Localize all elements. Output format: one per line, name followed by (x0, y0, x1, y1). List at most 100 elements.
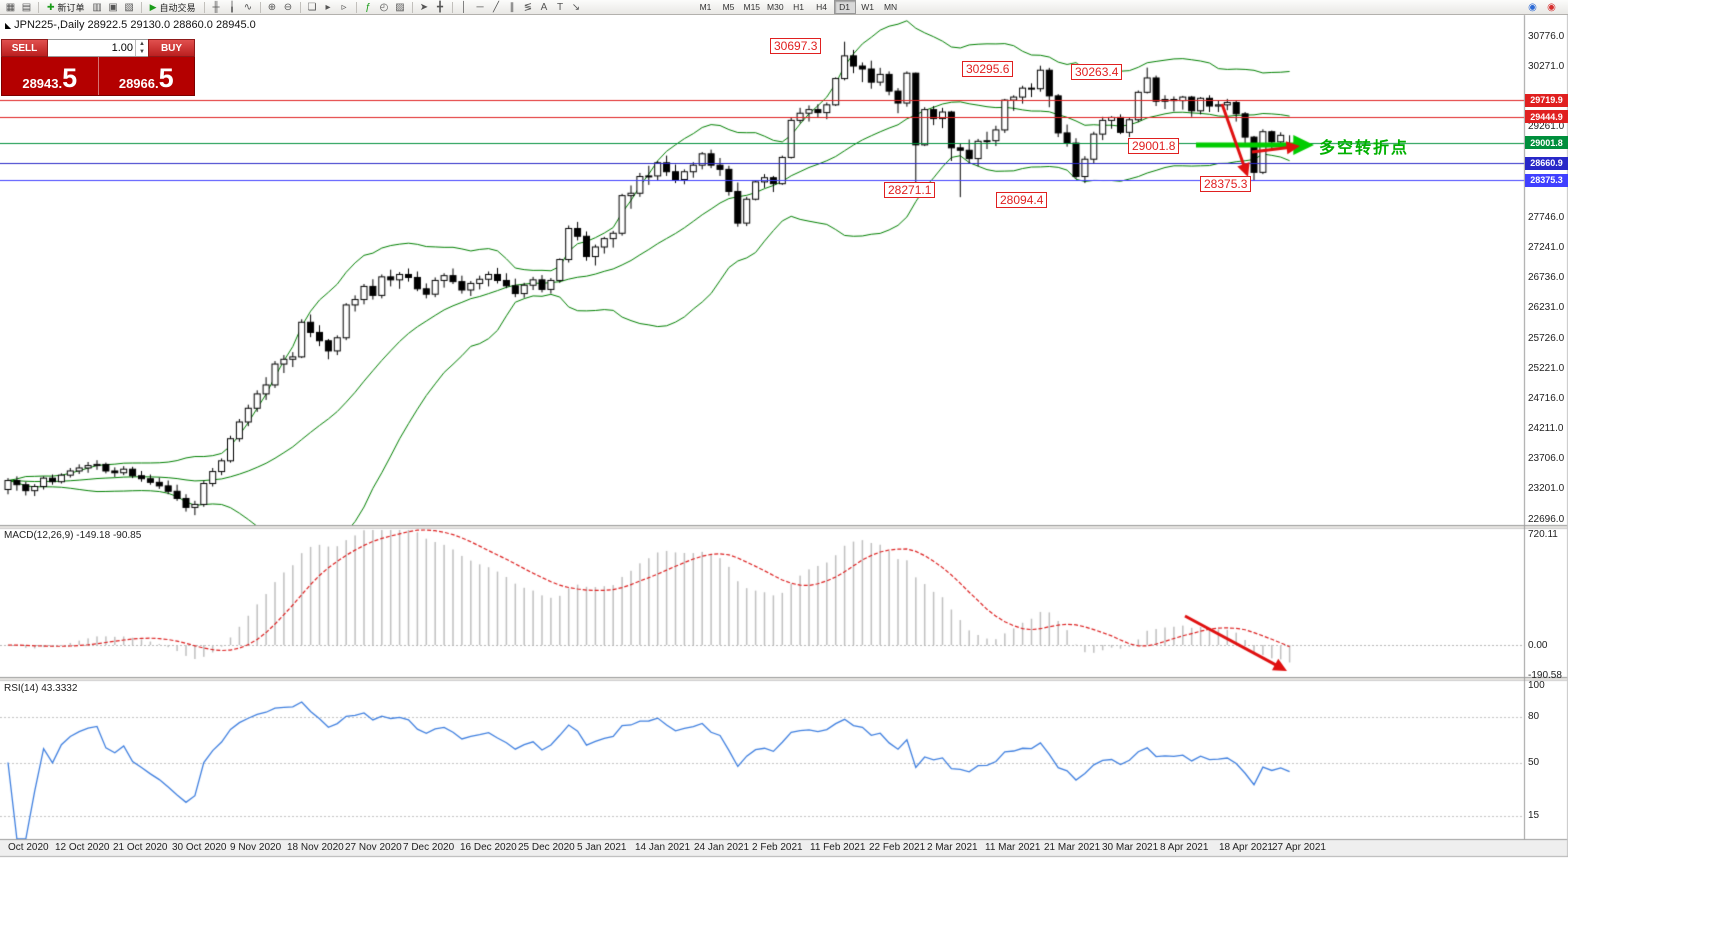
toolbar-separator (259, 1, 261, 13)
candlestick-chart-icon[interactable]: ╽ (225, 1, 240, 14)
templates-icon[interactable]: ▨ (393, 1, 408, 14)
sell-button[interactable]: SELL (1, 39, 48, 57)
line-chart-icon[interactable]: ∿ (241, 1, 256, 14)
cursor-icon[interactable]: ➤ (417, 1, 432, 14)
price-scale-label: 24716.0 (1528, 392, 1565, 404)
price-annotation[interactable]: 30295.6 (962, 61, 1014, 77)
periods-icon[interactable]: ◴ (377, 1, 392, 14)
price-scale-label: 26736.0 (1528, 272, 1565, 284)
vertical-line-icon: │ (460, 1, 468, 13)
price-line-tag: 28660.9 (1525, 156, 1568, 170)
toolbar-separator (38, 1, 39, 13)
text-label-icon[interactable]: T (553, 1, 568, 14)
volume-input[interactable] (48, 40, 135, 56)
timeframe-button-m1[interactable]: M1 (699, 2, 712, 12)
price-scale-label: 24211.0 (1528, 423, 1564, 435)
date-axis-label: 22 Feb 2021 (869, 842, 926, 853)
price-chart-canvas[interactable] (0, 0, 1568, 938)
date-axis-label: 27 Nov 2020 (345, 842, 402, 853)
toolbar-separator (451, 1, 453, 13)
zoom-in-icon[interactable]: ⊕ (265, 1, 280, 14)
tile-windows-icon[interactable]: ❏ (305, 1, 320, 14)
indicators-icon: ƒ (365, 1, 371, 13)
new-order-button[interactable]: ✚ 新订单 (43, 1, 89, 14)
horizontal-line-icon[interactable]: ─ (473, 1, 488, 14)
date-axis-label: 5 Jan 2021 (577, 842, 627, 853)
price-scale-label: 29261.0 (1528, 121, 1565, 133)
crosshair-icon[interactable]: ╋ (433, 1, 448, 14)
symbol-header: ◣ JPN225-,Daily 28922.5 29130.0 28860.0 2… (5, 19, 256, 31)
toolbar-right-group: ◉ ◉ (1525, 1, 1565, 14)
toolbar: ▦ ▤ ✚ 新订单 ▥ ▣ ▧ ▶ 自动交易 ╫ ╽ ∿ ⊕ ⊖ ❏ ▸ ▹ ƒ ◴ ▨ ➤ ╋ │ ─ ╱ ∥ ≶ A T ↘ M1 M5 M… (0, 0, 1568, 15)
fibonacci-icon[interactable]: ≶ (521, 1, 536, 14)
arrows-icon[interactable]: ↘ (569, 1, 584, 14)
sell-price-panel[interactable]: 28943. 5 (2, 57, 98, 95)
date-axis-label: 2 Feb 2021 (752, 842, 803, 853)
date-axis-label: 24 Jan 2021 (694, 842, 750, 853)
price-annotation[interactable]: 30263.4 (1071, 64, 1123, 80)
line-chart-icon: ∿ (243, 1, 253, 13)
date-axis-label: 16 Dec 2020 (460, 842, 517, 853)
community-icon[interactable]: ◉ (1525, 1, 1540, 14)
new-chart-icon[interactable]: ▦ (3, 1, 18, 14)
price-annotation[interactable]: 28094.4 (996, 192, 1048, 208)
zoom-out-icon[interactable]: ⊖ (281, 1, 296, 14)
toolbar-separator (355, 1, 357, 13)
price-line-tag: 29001.8 (1525, 136, 1568, 150)
tile-windows-icon: ❏ (307, 1, 317, 13)
timeframe-button-d1[interactable]: D1 (833, 0, 856, 14)
volume-up-icon[interactable]: ▲ (139, 41, 145, 47)
market-watch-icon[interactable]: ▥ (90, 1, 105, 14)
buy-price-panel[interactable]: 28966. 5 (97, 57, 195, 95)
rsi-scale-label: 100 (1528, 680, 1545, 691)
bar-chart-icon[interactable]: ╫ (209, 1, 224, 14)
new-chart-icon: ▦ (5, 1, 16, 13)
candlestick-chart-icon: ╽ (228, 1, 236, 13)
trendline-icon[interactable]: ╱ (489, 1, 504, 14)
chart-profiles-icon[interactable]: ▤ (19, 1, 34, 14)
trendline-icon: ╱ (492, 1, 500, 13)
date-axis-label: 2 Mar 2021 (927, 842, 978, 853)
buy-button[interactable]: BUY (148, 39, 195, 57)
date-axis-label: 18 Apr 2021 (1219, 842, 1273, 853)
text-icon: A (540, 1, 548, 13)
text-icon[interactable]: A (537, 1, 552, 14)
chart-shift-icon: ▹ (341, 1, 347, 13)
date-axis-label: 21 Mar 2021 (1044, 842, 1101, 853)
timeframe-button-mn[interactable]: MN (883, 2, 898, 12)
vertical-line-icon[interactable]: │ (457, 1, 472, 14)
timeframe-button-m15[interactable]: M15 (743, 2, 761, 12)
price-scale-label: 23201.0 (1528, 483, 1565, 495)
timeframe-button-h4[interactable]: H4 (816, 2, 828, 12)
bar-chart-icon: ╫ (212, 1, 220, 13)
price-annotation[interactable]: 30697.3 (770, 38, 822, 54)
date-axis-label: 7 Dec 2020 (403, 842, 455, 853)
timeframe-button-h1[interactable]: H1 (793, 2, 805, 12)
timeframe-button-m30[interactable]: M30 (767, 2, 784, 12)
equidistant-channel-icon[interactable]: ∥ (505, 1, 520, 14)
chart-marker-icon: ◣ (5, 21, 12, 30)
indicators-icon[interactable]: ƒ (361, 1, 376, 14)
date-axis-label: 14 Jan 2021 (635, 842, 691, 853)
crosshair-icon: ╋ (436, 1, 444, 13)
rsi-label: RSI(14) 43.3332 (4, 683, 78, 694)
volume-down-icon[interactable]: ▼ (139, 49, 145, 55)
price-annotation[interactable]: 28271.1 (884, 182, 936, 198)
pivot-note-text[interactable]: 多空转折点 (1319, 140, 1410, 157)
price-annotation[interactable]: 29001.8 (1128, 138, 1180, 154)
auto-scroll-icon[interactable]: ▸ (321, 1, 336, 14)
buy-price-fraction: 5 (158, 63, 174, 93)
one-click-trading-widget: SELL ▲ ▼ BUY 28943. 5 28966. 5 (1, 39, 195, 96)
periods-icon: ◴ (379, 1, 389, 13)
price-annotation[interactable]: 28375.3 (1200, 176, 1252, 192)
auto-trading-button[interactable]: ▶ 自动交易 (146, 1, 200, 14)
community-icon: ◉ (1528, 1, 1537, 13)
navigator-icon[interactable]: ▧ (122, 1, 137, 14)
chart-shift-icon[interactable]: ▹ (337, 1, 352, 14)
price-scale-label: 23706.0 (1528, 453, 1565, 465)
timeframe-button-m5[interactable]: M5 (722, 2, 735, 12)
data-window-icon[interactable]: ▣ (106, 1, 121, 14)
timeframe-button-w1[interactable]: W1 (861, 2, 874, 12)
alert-icon[interactable]: ◉ (1544, 1, 1559, 14)
